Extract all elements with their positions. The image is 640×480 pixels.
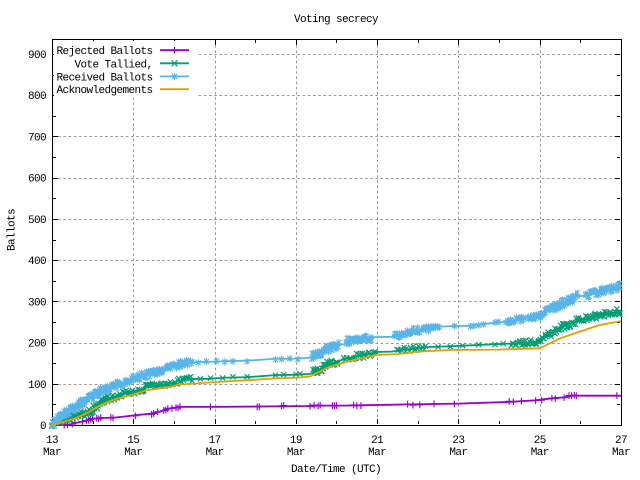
svg-text:700: 700 bbox=[28, 132, 46, 144]
svg-text:13: 13 bbox=[46, 435, 58, 447]
svg-text:Mar: Mar bbox=[449, 447, 467, 459]
svg-text:Date/Time (UTC): Date/Time (UTC) bbox=[291, 464, 381, 476]
svg-text:900: 900 bbox=[28, 50, 46, 62]
svg-text:Mar: Mar bbox=[206, 447, 224, 459]
svg-text:300: 300 bbox=[28, 297, 46, 309]
svg-text:Mar: Mar bbox=[531, 447, 549, 459]
svg-text:Voting secrecy: Voting secrecy bbox=[294, 14, 379, 26]
svg-text:Mar: Mar bbox=[124, 447, 142, 459]
svg-text:Mar: Mar bbox=[612, 447, 630, 459]
svg-text:0: 0 bbox=[40, 421, 46, 433]
svg-text:Received Ballots: Received Ballots bbox=[56, 72, 152, 84]
svg-text:200: 200 bbox=[28, 339, 46, 351]
svg-text:Ballots: Ballots bbox=[7, 209, 19, 251]
svg-text:800: 800 bbox=[28, 91, 46, 103]
svg-text:17: 17 bbox=[209, 435, 221, 447]
svg-text:27: 27 bbox=[615, 435, 627, 447]
svg-text:Acknowledgements: Acknowledgements bbox=[56, 85, 152, 97]
svg-text:19: 19 bbox=[290, 435, 302, 447]
svg-text:Mar: Mar bbox=[287, 447, 305, 459]
svg-text:23: 23 bbox=[452, 435, 464, 447]
svg-text:25: 25 bbox=[534, 435, 546, 447]
svg-text:100: 100 bbox=[28, 380, 46, 392]
svg-text:21: 21 bbox=[371, 435, 384, 447]
svg-text:Rejected Ballots: Rejected Ballots bbox=[56, 46, 152, 58]
svg-text:Vote Tallied,: Vote Tallied, bbox=[74, 59, 152, 71]
svg-text:15: 15 bbox=[127, 435, 139, 447]
svg-text:Mar: Mar bbox=[43, 447, 61, 459]
svg-text:600: 600 bbox=[28, 174, 46, 186]
svg-text:Mar: Mar bbox=[368, 447, 386, 459]
svg-text:400: 400 bbox=[28, 256, 46, 268]
svg-text:500: 500 bbox=[28, 215, 46, 227]
